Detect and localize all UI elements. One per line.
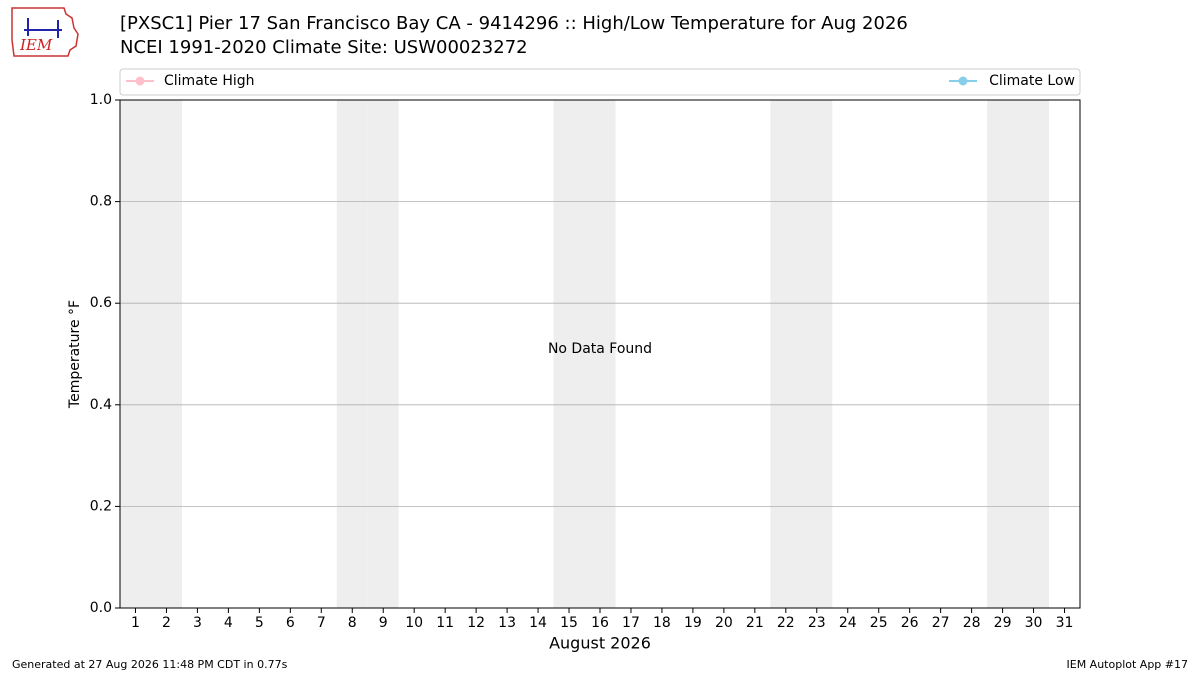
x-tick-label: 5 xyxy=(255,615,264,631)
legend-label: Climate Low xyxy=(989,73,1075,89)
x-axis-label: August 2026 xyxy=(549,634,651,653)
weekend-band xyxy=(553,100,585,608)
annotation: No Data Found xyxy=(548,341,652,357)
x-tick-label: 2 xyxy=(162,615,171,631)
plot-area: 0.00.20.40.60.81.01 2 3 4 5 6 7 8 9 10 11 12 13 14 15 1… xyxy=(90,92,1081,631)
x-tick-label: 24 xyxy=(839,615,857,631)
x-tick-label: 13 xyxy=(498,615,516,631)
x-tick-label: 23 xyxy=(808,615,826,631)
logo-outline xyxy=(11,7,79,57)
weekend-band xyxy=(336,100,368,608)
weekend-band xyxy=(150,100,182,608)
y-tick-label: 0.8 xyxy=(90,194,112,210)
y-tick-label: 1.0 xyxy=(90,92,112,108)
x-tick-label: 21 xyxy=(746,615,764,631)
weekend-band xyxy=(1018,100,1050,608)
legend-marker xyxy=(958,76,968,86)
x-tick-label: 1 xyxy=(131,615,140,631)
weekend-band xyxy=(801,100,833,608)
weekend-band xyxy=(367,100,399,608)
x-tick-label: 18 xyxy=(653,615,671,631)
x-tick-label: 17 xyxy=(622,615,640,631)
x-tick-label: 7 xyxy=(317,615,326,631)
weekend-band xyxy=(120,100,151,608)
y-tick-label: 0.0 xyxy=(90,600,112,616)
x-tick-label: 20 xyxy=(715,615,733,631)
weekend-band xyxy=(584,100,616,608)
legend-box xyxy=(119,68,1081,96)
x-tick-label: 15 xyxy=(560,615,578,631)
x-tick-label: 4 xyxy=(224,615,233,631)
footer-right: IEM Autoplot App #17 xyxy=(1067,658,1189,671)
x-tick-label: 25 xyxy=(870,615,888,631)
x-tick-label: 19 xyxy=(684,615,702,631)
legend-marker xyxy=(135,76,145,86)
x-tick-label: 27 xyxy=(932,615,950,631)
chart-title: [PXSC1] Pier 17 San Francisco Bay CA - 9… xyxy=(120,13,908,34)
x-tick-label: 31 xyxy=(1056,615,1074,631)
x-tick-label: 10 xyxy=(405,615,423,631)
logo: IEM xyxy=(11,7,79,57)
x-tick-label: 28 xyxy=(963,615,981,631)
y-tick-label: 0.4 xyxy=(90,397,112,413)
footer-left: Generated at 27 Aug 2026 11:48 PM CDT in… xyxy=(12,658,288,671)
x-tick-label: 16 xyxy=(591,615,609,631)
legend-label: Climate High xyxy=(164,73,255,89)
x-tick-label: 12 xyxy=(467,615,485,631)
x-tick-label: 8 xyxy=(348,615,357,631)
plot-frame xyxy=(119,99,1081,609)
x-tick-label: 3 xyxy=(193,615,202,631)
x-tick-label: 6 xyxy=(286,615,295,631)
x-tick-label: 14 xyxy=(529,615,547,631)
x-tick-label: 30 xyxy=(1025,615,1043,631)
x-tick-label: 11 xyxy=(436,615,454,631)
x-tick-label: 9 xyxy=(379,615,388,631)
chart-subtitle: NCEI 1991-2020 Climate Site: USW00023272 xyxy=(120,37,528,58)
x-tick-label: 26 xyxy=(901,615,919,631)
x-tick-label: 22 xyxy=(777,615,795,631)
weekend-band xyxy=(770,100,802,608)
weekend-band xyxy=(987,100,1019,608)
logo-text: IEM xyxy=(19,36,53,54)
x-tick-label: 29 xyxy=(994,615,1012,631)
y-tick-label: 0.2 xyxy=(90,498,112,514)
y-tick-label: 0.6 xyxy=(90,295,112,311)
y-axis-label: Temperature °F xyxy=(67,300,83,409)
